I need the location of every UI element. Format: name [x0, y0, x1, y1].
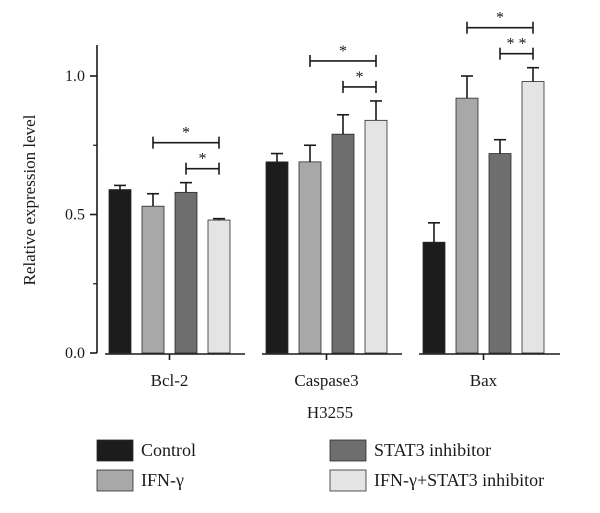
bar-caspase3-series-3 — [364, 119, 388, 354]
legend: Control IFN-γ STAT3 inhibitor IFN-γ+STAT3 i… — [96, 439, 544, 492]
legend-label: IFN-γ — [141, 470, 184, 490]
significance-star: * — [339, 43, 347, 60]
significance-star: * — [356, 69, 364, 86]
category-label: Bcl-2 — [151, 371, 189, 390]
bar-bax-series-2 — [488, 153, 512, 354]
x-axis-title: H3255 — [307, 403, 353, 422]
bar-bcl2-series-2 — [174, 191, 198, 354]
significance-star: * — [496, 10, 504, 27]
legend-swatch — [96, 439, 134, 462]
legend-label: Control — [141, 440, 196, 460]
category-label: Caspase3 — [294, 371, 358, 390]
bar-bcl2-series-1 — [141, 205, 165, 354]
x-axis: Bcl-2 Caspase3 Bax — [105, 353, 560, 390]
y-axis-title: Relative expression level — [20, 114, 39, 285]
y-tick-label: 0.0 — [65, 345, 85, 362]
bar-bax-series-1 — [455, 97, 479, 354]
legend-label: STAT3 inhibitor — [374, 440, 491, 460]
significance-star: * — [199, 151, 207, 168]
bar-bax-series-3 — [521, 81, 545, 354]
legend-label: IFN-γ+STAT3 inhibitor — [374, 470, 544, 490]
significance-star: * * — [507, 36, 527, 53]
plot-area: ****** * — [108, 10, 545, 354]
bar-bax-series-0 — [422, 241, 446, 354]
significance-star: * — [182, 125, 190, 142]
y-axis: 0.0 0.5 1.0 — [65, 45, 98, 362]
category-label: Bax — [470, 371, 498, 390]
legend-swatch — [96, 469, 134, 492]
y-tick-label: 1.0 — [65, 68, 85, 85]
bar-bcl2-series-3 — [207, 219, 231, 354]
y-tick-label: 0.5 — [65, 207, 85, 224]
legend-swatch — [329, 439, 367, 462]
legend-swatch — [329, 469, 367, 492]
bar-bcl2-series-0 — [108, 189, 132, 354]
bar-caspase3-series-0 — [265, 161, 289, 354]
bar-caspase3-series-2 — [331, 133, 355, 354]
bar-caspase3-series-1 — [298, 161, 322, 354]
